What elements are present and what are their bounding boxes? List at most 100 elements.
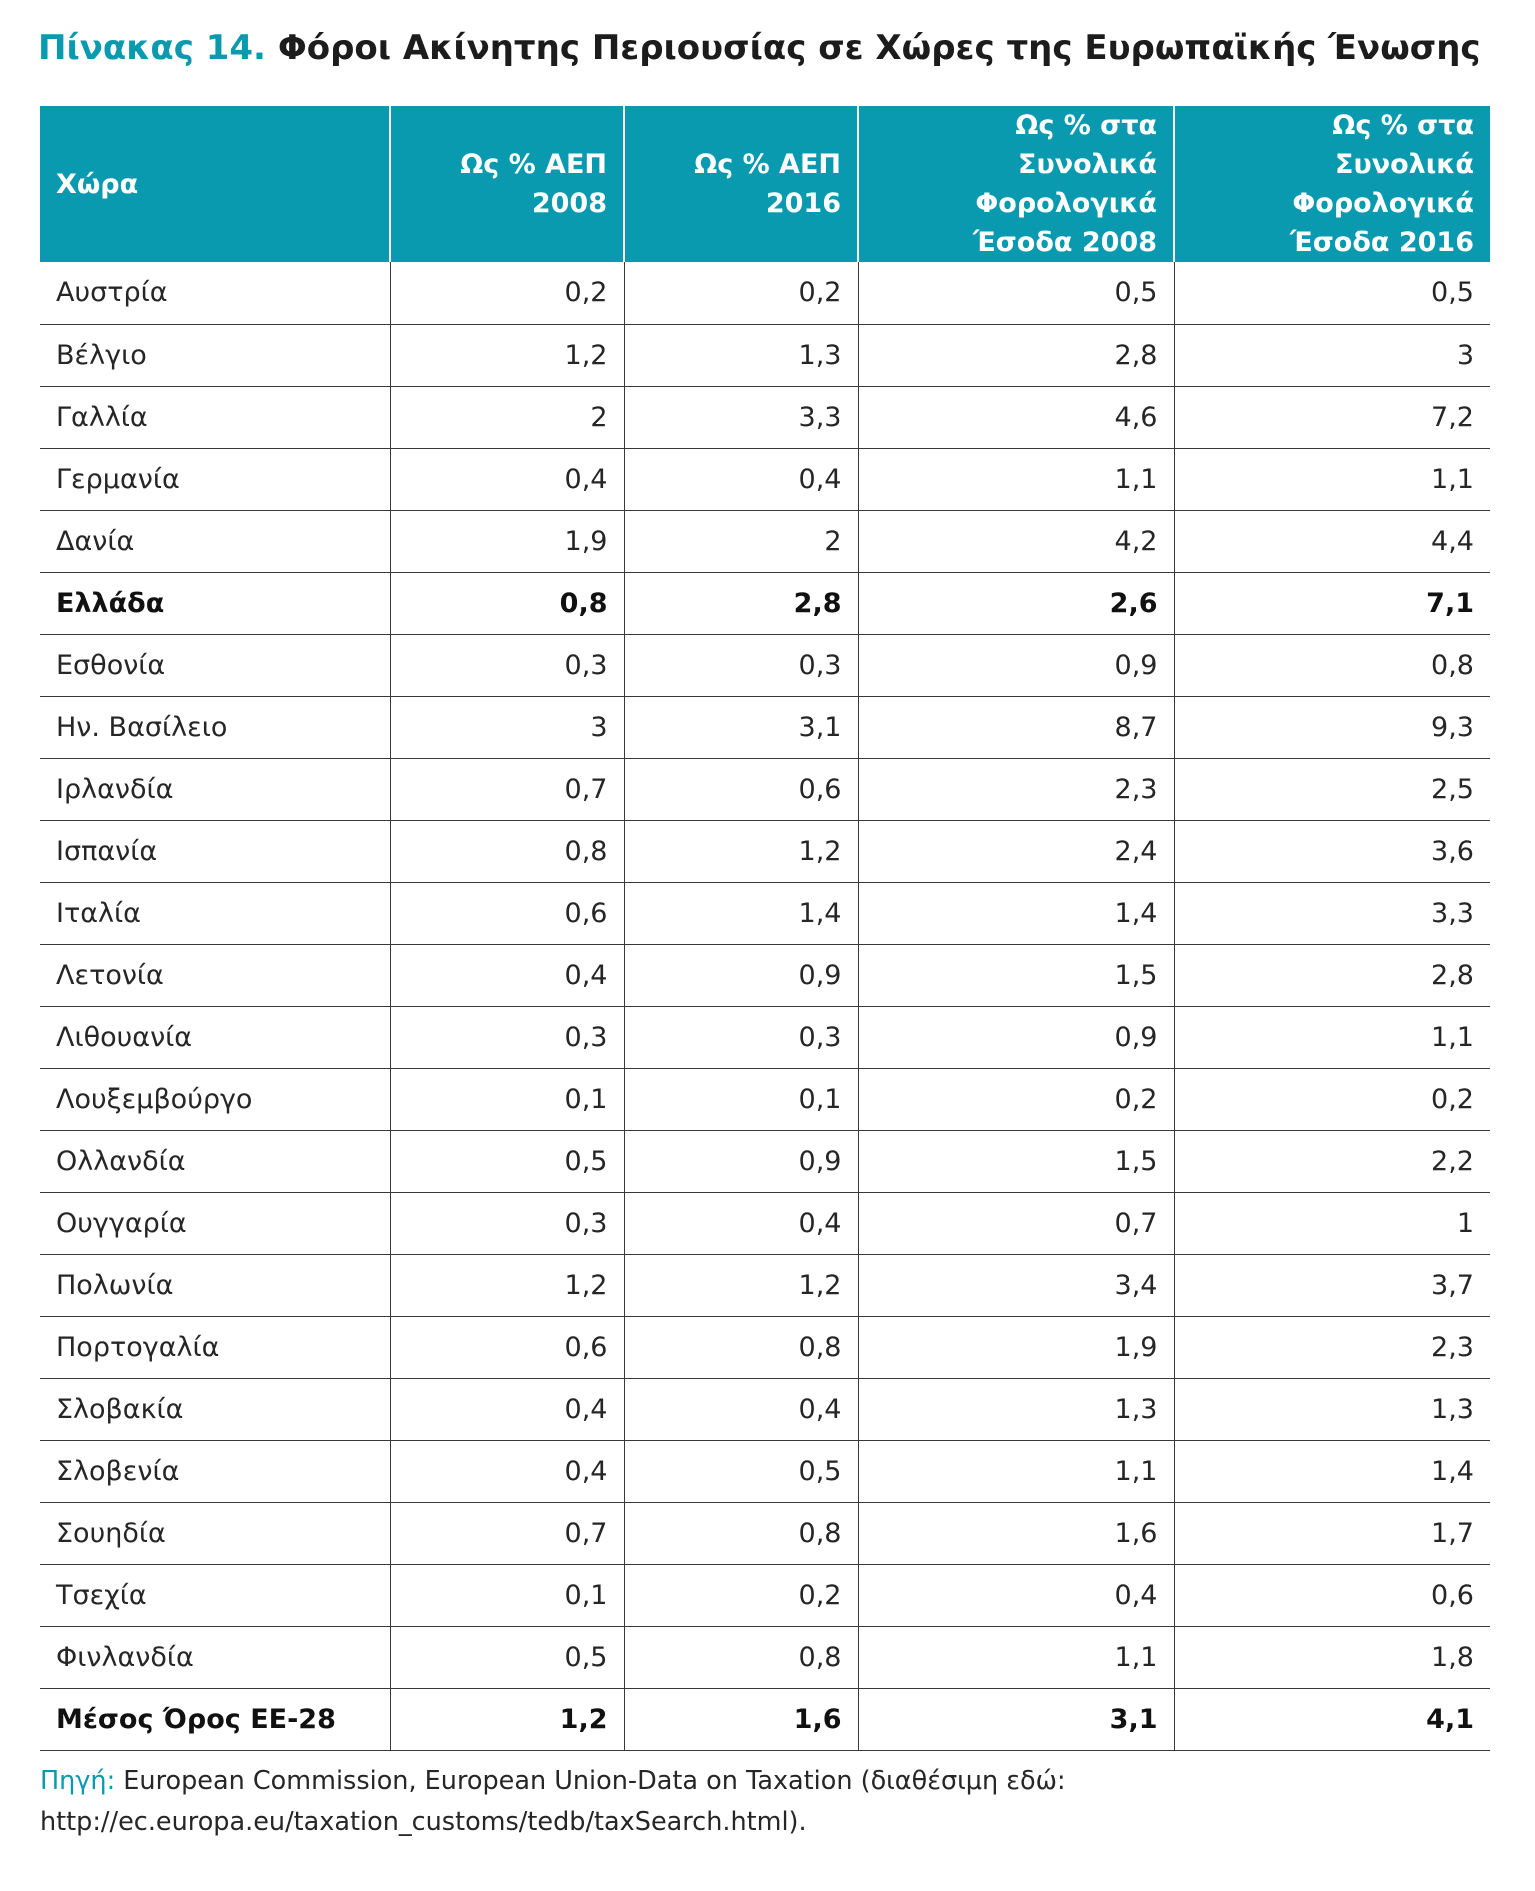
cell-tax-revenue-2008: 1,6 <box>857 1502 1174 1565</box>
cell-tax-revenue-2016: 2,8 <box>1173 944 1490 1007</box>
cell-tax-revenue-2008: 1,5 <box>857 1130 1174 1193</box>
table-row: Ουγγαρία 0,3 0,4 0,7 1 <box>40 1192 1490 1255</box>
cell-country: Ιταλία <box>40 882 390 945</box>
cell-country: Ην. Βασίλειο <box>40 696 390 759</box>
cell-tax-revenue-2016: 3,7 <box>1173 1254 1490 1317</box>
cell-country: Ιρλανδία <box>40 758 390 821</box>
cell-country: Πολωνία <box>40 1254 390 1317</box>
cell-gdp-2016: 1,2 <box>623 1254 858 1317</box>
cell-gdp-2008: 0,2 <box>389 262 624 325</box>
cell-country: Αυστρία <box>40 262 390 325</box>
header-line: Φορολογικά <box>975 188 1157 219</box>
source-label: Πηγή: <box>40 1766 116 1796</box>
header-country: Χώρα <box>40 106 390 262</box>
cell-gdp-2016: 1,3 <box>623 324 858 387</box>
header-gdp-2008: Ως % ΑΕΠ 2008 <box>389 106 624 262</box>
cell-gdp-2008: 0,5 <box>389 1130 624 1193</box>
table-row: Βέλγιο 1,2 1,3 2,8 3 <box>40 324 1490 387</box>
cell-country: Δανία <box>40 510 390 573</box>
cell-country: Σλοβενία <box>40 1440 390 1503</box>
cell-gdp-2016: 1,6 <box>623 1688 858 1751</box>
cell-country: Λιθουανία <box>40 1006 390 1069</box>
cell-country: Τσεχία <box>40 1564 390 1627</box>
cell-tax-revenue-2016: 0,2 <box>1173 1068 1490 1131</box>
cell-gdp-2008: 0,4 <box>389 448 624 511</box>
cell-gdp-2016: 0,1 <box>623 1068 858 1131</box>
cell-gdp-2008: 0,4 <box>389 1440 624 1503</box>
cell-tax-revenue-2016: 3,6 <box>1173 820 1490 883</box>
tax-table: Χώρα Ως % ΑΕΠ 2008 Ως % ΑΕΠ 2016 Ως % στα … <box>40 106 1490 1751</box>
cell-tax-revenue-2008: 0,9 <box>857 1006 1174 1069</box>
cell-tax-revenue-2016: 1,8 <box>1173 1626 1490 1689</box>
header-line: Ως % στα Συνολικά <box>1015 110 1157 180</box>
table-row: Αυστρία 0,2 0,2 0,5 0,5 <box>40 262 1490 325</box>
cell-gdp-2016: 0,5 <box>623 1440 858 1503</box>
table-header-row: Χώρα Ως % ΑΕΠ 2008 Ως % ΑΕΠ 2016 Ως % στα … <box>40 106 1490 262</box>
cell-gdp-2008: 0,8 <box>389 572 624 635</box>
table-title: Πίνακας 14. Φόροι Ακίνητης Περιουσίας σε… <box>38 28 1481 68</box>
cell-gdp-2016: 2,8 <box>623 572 858 635</box>
cell-gdp-2016: 0,8 <box>623 1316 858 1379</box>
cell-gdp-2008: 1,9 <box>389 510 624 573</box>
table-row: Μέσος Όρος ΕΕ-28 1,2 1,6 3,1 4,1 <box>40 1688 1490 1751</box>
cell-tax-revenue-2016: 1,7 <box>1173 1502 1490 1565</box>
header-line: Ως % ΑΕΠ <box>694 149 841 180</box>
cell-country: Σλοβακία <box>40 1378 390 1441</box>
table-row: Εσθονία 0,3 0,3 0,9 0,8 <box>40 634 1490 697</box>
table-row: Ελλάδα 0,8 2,8 2,6 7,1 <box>40 572 1490 635</box>
cell-country: Λουξεμβούργο <box>40 1068 390 1131</box>
cell-gdp-2008: 0,1 <box>389 1068 624 1131</box>
cell-tax-revenue-2008: 1,1 <box>857 1626 1174 1689</box>
cell-gdp-2008: 0,3 <box>389 634 624 697</box>
cell-country: Λετονία <box>40 944 390 1007</box>
cell-tax-revenue-2008: 4,6 <box>857 386 1174 449</box>
header-line: Έσοδα 2016 <box>1289 227 1474 258</box>
table-row: Σλοβακία 0,4 0,4 1,3 1,3 <box>40 1378 1490 1441</box>
cell-tax-revenue-2008: 1,3 <box>857 1378 1174 1441</box>
table-row: Γαλλία 2 3,3 4,6 7,2 <box>40 386 1490 449</box>
cell-country: Μέσος Όρος ΕΕ-28 <box>40 1688 390 1751</box>
cell-gdp-2016: 0,3 <box>623 1006 858 1069</box>
header-line: Φορολογικά <box>1292 188 1474 219</box>
cell-country: Ελλάδα <box>40 572 390 635</box>
cell-gdp-2008: 0,5 <box>389 1626 624 1689</box>
cell-gdp-2008: 0,8 <box>389 820 624 883</box>
cell-country: Γερμανία <box>40 448 390 511</box>
cell-gdp-2008: 1,2 <box>389 1254 624 1317</box>
cell-tax-revenue-2008: 0,9 <box>857 634 1174 697</box>
cell-tax-revenue-2008: 1,1 <box>857 1440 1174 1503</box>
cell-gdp-2016: 1,2 <box>623 820 858 883</box>
header-line: Έσοδα 2008 <box>972 227 1157 258</box>
table-row: Ολλανδία 0,5 0,9 1,5 2,2 <box>40 1130 1490 1193</box>
table-row: Πορτογαλία 0,6 0,8 1,9 2,3 <box>40 1316 1490 1379</box>
cell-gdp-2008: 0,3 <box>389 1006 624 1069</box>
cell-tax-revenue-2008: 1,9 <box>857 1316 1174 1379</box>
cell-tax-revenue-2016: 1,1 <box>1173 448 1490 511</box>
cell-tax-revenue-2008: 3,1 <box>857 1688 1174 1751</box>
cell-tax-revenue-2016: 3 <box>1173 324 1490 387</box>
cell-gdp-2016: 0,8 <box>623 1626 858 1689</box>
table-row: Λετονία 0,4 0,9 1,5 2,8 <box>40 944 1490 1007</box>
cell-country: Εσθονία <box>40 634 390 697</box>
source-text: European Commission, European Union-Data… <box>40 1766 1066 1837</box>
cell-gdp-2008: 1,2 <box>389 1688 624 1751</box>
source-note: Πηγή: European Commission, European Unio… <box>40 1761 1500 1843</box>
cell-country: Ολλανδία <box>40 1130 390 1193</box>
cell-tax-revenue-2016: 0,6 <box>1173 1564 1490 1627</box>
cell-gdp-2008: 2 <box>389 386 624 449</box>
cell-tax-revenue-2008: 3,4 <box>857 1254 1174 1317</box>
cell-tax-revenue-2008: 0,5 <box>857 262 1174 325</box>
cell-tax-revenue-2016: 1,3 <box>1173 1378 1490 1441</box>
cell-gdp-2008: 0,6 <box>389 882 624 945</box>
cell-tax-revenue-2008: 1,4 <box>857 882 1174 945</box>
cell-tax-revenue-2016: 1 <box>1173 1192 1490 1255</box>
cell-tax-revenue-2016: 7,2 <box>1173 386 1490 449</box>
cell-gdp-2016: 3,1 <box>623 696 858 759</box>
cell-tax-revenue-2016: 4,4 <box>1173 510 1490 573</box>
cell-country: Σουηδία <box>40 1502 390 1565</box>
cell-country: Φινλανδία <box>40 1626 390 1689</box>
cell-tax-revenue-2016: 7,1 <box>1173 572 1490 635</box>
cell-tax-revenue-2016: 0,5 <box>1173 262 1490 325</box>
table-row: Φινλανδία 0,5 0,8 1,1 1,8 <box>40 1626 1490 1689</box>
cell-tax-revenue-2016: 1,4 <box>1173 1440 1490 1503</box>
